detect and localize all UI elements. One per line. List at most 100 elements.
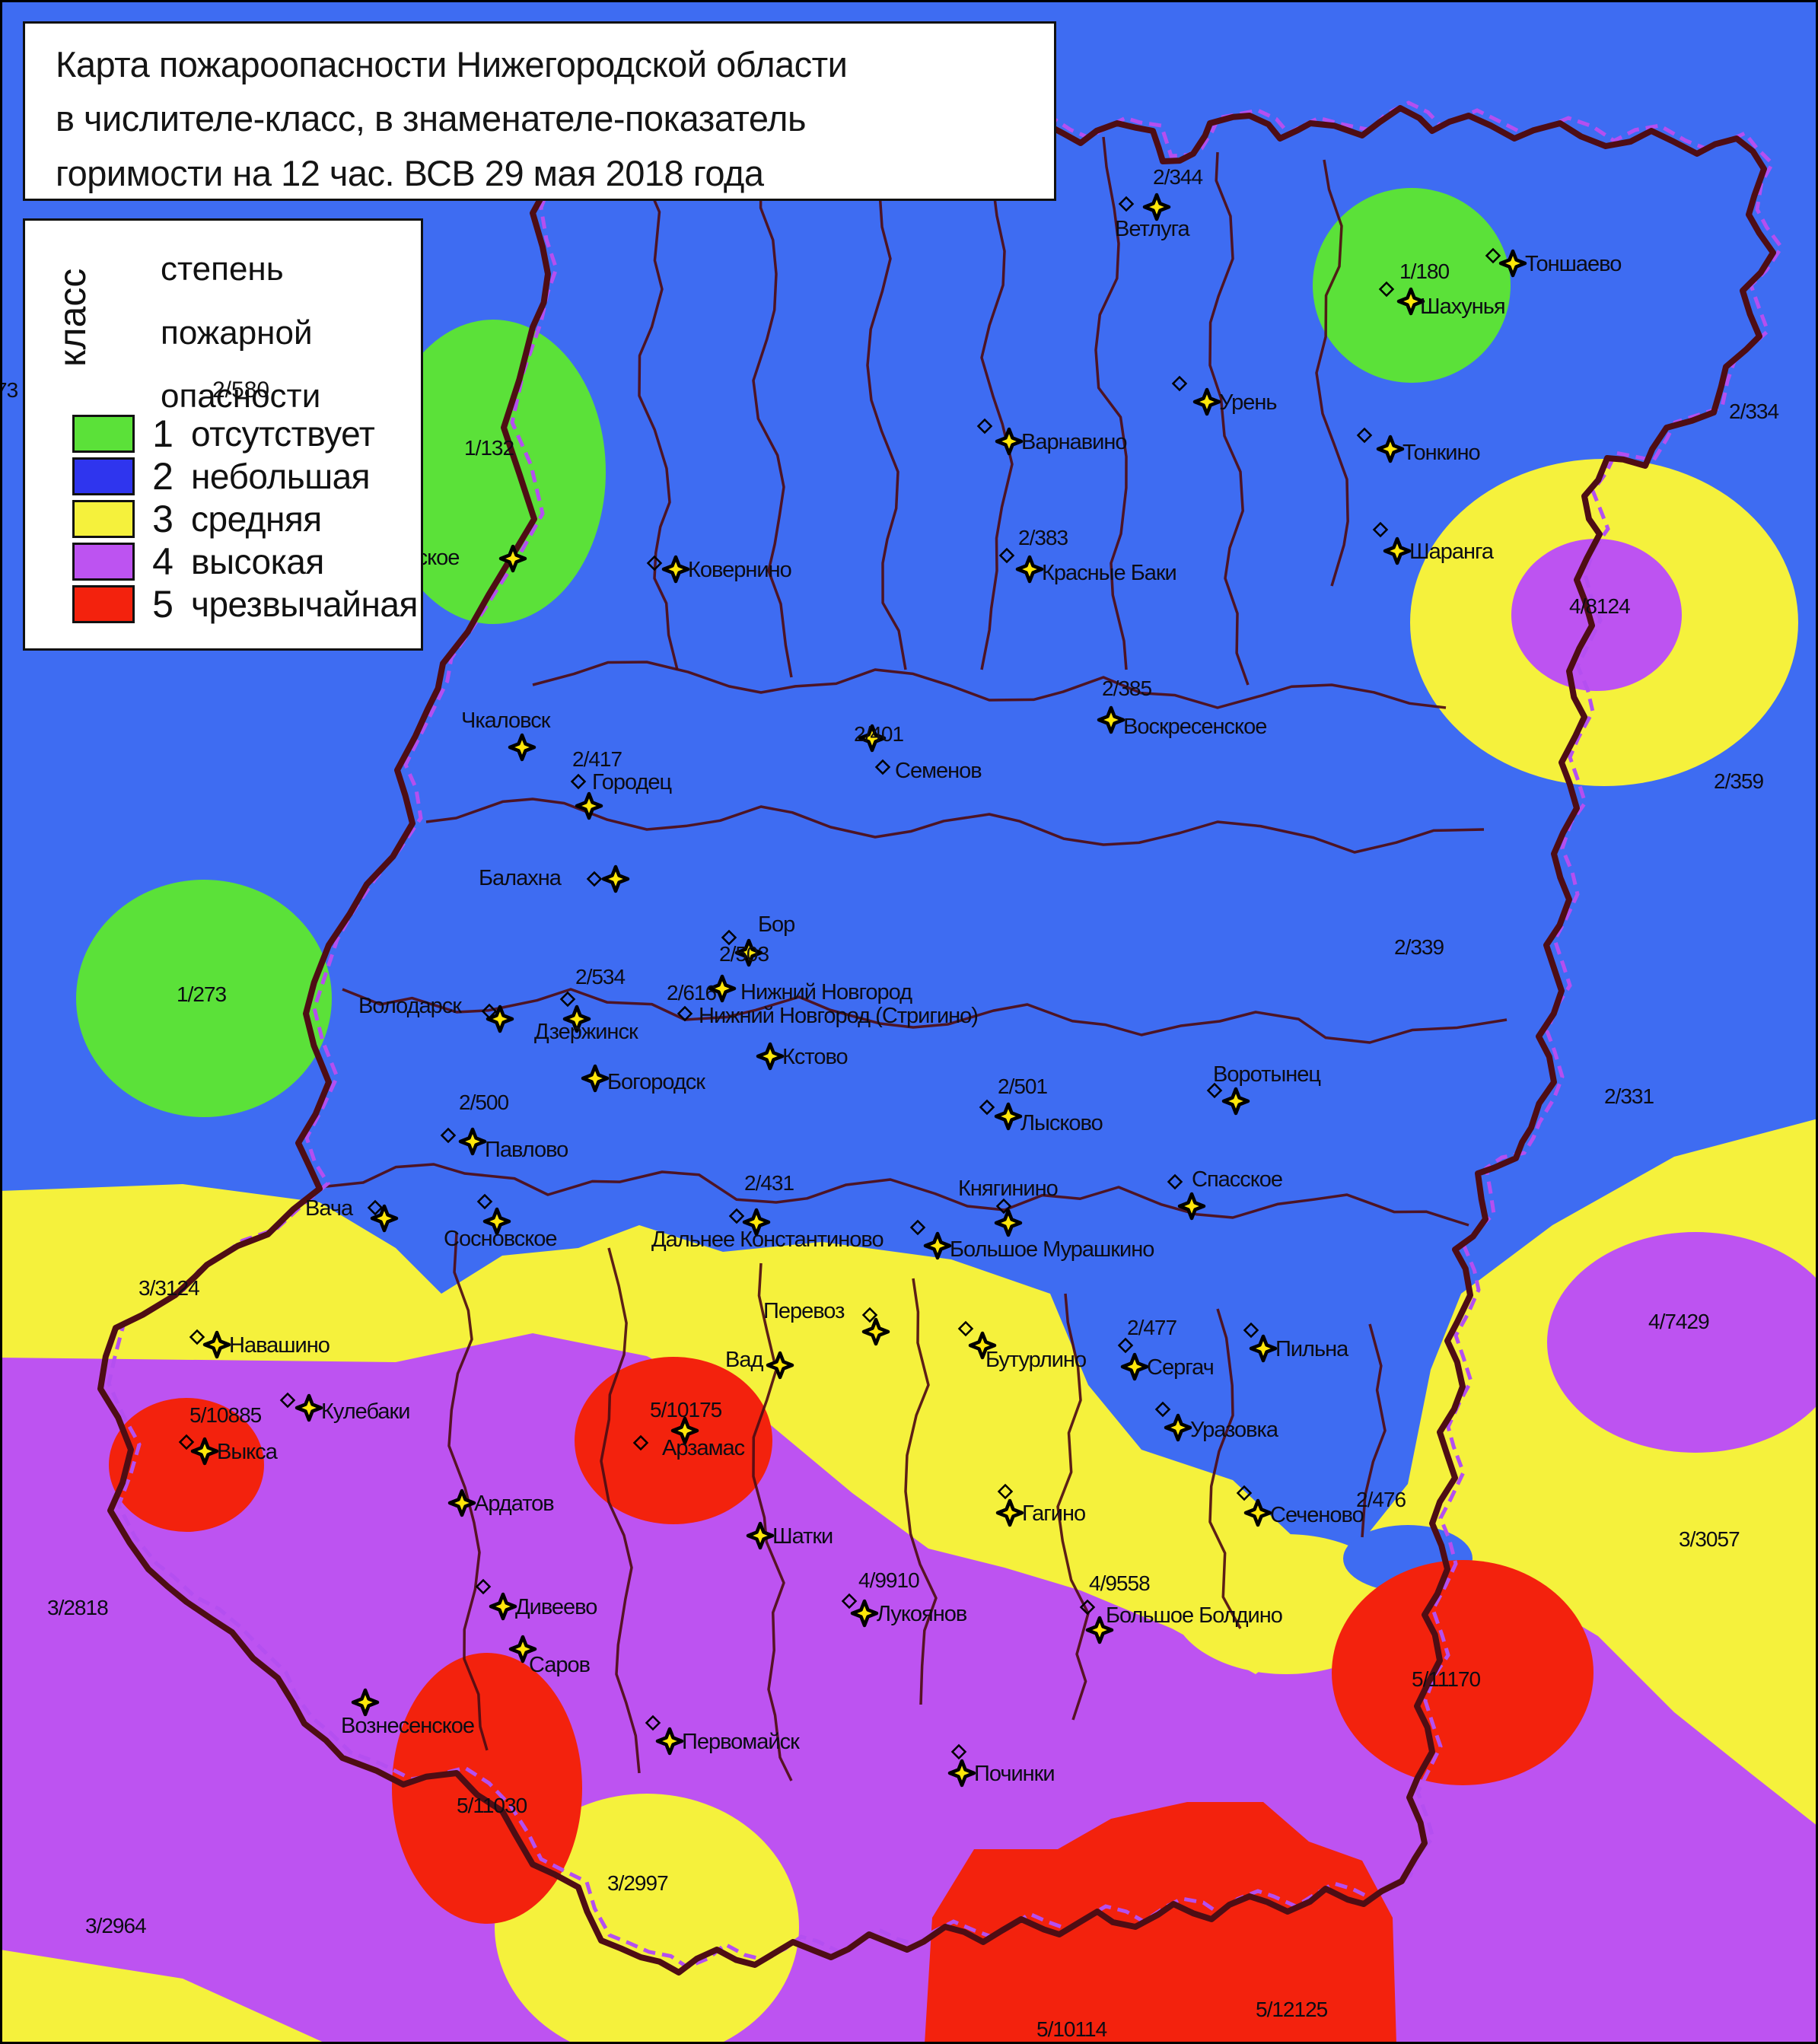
danger-zones-layer — [0, 188, 1818, 2044]
settlement-diamond-icon — [559, 991, 576, 1008]
city-name-label: Тонкино — [1403, 441, 1480, 465]
city-name-label: Лысково — [1020, 1111, 1103, 1135]
city-name-label: Нижний Новгород — [740, 980, 912, 1004]
legend-class-number: 1 — [152, 412, 174, 455]
settlement-diamond-icon — [481, 1003, 498, 1020]
city-name-label: Воскресенское — [1123, 715, 1266, 739]
city-name-label: Дивеево — [515, 1595, 597, 1619]
city-marker-icon — [858, 724, 887, 753]
city-Саров: Саров — [508, 1635, 591, 1677]
zone-value-label: 3/2997 — [607, 1871, 668, 1895]
settlement-diamond-icon — [861, 1307, 878, 1323]
zone-red-11170 — [1332, 1560, 1594, 1785]
city-Уразовка: Уразовка — [1154, 1401, 1280, 1442]
city-name-label: Сергач — [1147, 1355, 1214, 1380]
settlement-diamond-icon — [677, 1005, 693, 1022]
settlement-diamond-icon — [909, 1219, 926, 1236]
legend-heading-line: степень — [161, 250, 284, 288]
settlement-diamond-icon — [1154, 1401, 1171, 1418]
city-Перевоз: Перевоз — [763, 1299, 890, 1346]
city-Нижний Новгород (Стригино): 2/616Нижний Новгород (Стригино) — [667, 981, 979, 1028]
city-name-label: Сеченово — [1270, 1503, 1364, 1527]
zone-green-shakhunya — [1313, 188, 1511, 383]
city-Гагино: Гагино — [995, 1483, 1086, 1527]
city-value-label: 2/383 — [1018, 526, 1068, 549]
city-marker-icon — [994, 1208, 1023, 1237]
legend-class-label: небольшая — [191, 457, 371, 496]
zone-bottomleft-yellow-corner — [0, 1950, 327, 2044]
city-name-label: Бутурлино — [985, 1348, 1086, 1372]
city-Ветлуга: 2/344 Ветлуга — [1115, 165, 1203, 241]
city-name-label: Навашино — [229, 1333, 330, 1358]
city-marker-icon — [1177, 1192, 1206, 1221]
legend-row: 1 отсутствует — [72, 412, 418, 455]
city-marker-icon — [661, 555, 690, 584]
city-marker-icon — [968, 1331, 997, 1360]
city-name-label: Ковернино — [688, 558, 791, 582]
city-name-label: Чкаловск — [461, 708, 551, 733]
city-name-label: Ветлуга — [1115, 217, 1191, 241]
city-name-label: Кстово — [782, 1045, 848, 1069]
zone-value-label: 73 — [0, 378, 18, 402]
city-marker-icon — [850, 1599, 879, 1628]
oblast-border-line — [97, 64, 1776, 1976]
zone-value-label: 3/3057 — [1679, 1527, 1740, 1551]
zone-value-label: 5/10114 — [1036, 2017, 1107, 2041]
city-marker-icon — [351, 1688, 380, 1717]
city-marker-icon — [295, 1393, 323, 1422]
city-name-label: Красные Баки — [1042, 561, 1176, 585]
district-border-line — [904, 1278, 938, 1705]
zone-value-label: 2/334 — [1729, 400, 1778, 423]
settlement-diamond-icon — [1485, 247, 1501, 264]
city-Семенов: 2/401 Семенов — [854, 722, 982, 783]
city-value-label: 2/417 — [572, 747, 622, 771]
zone-red-arzamas — [575, 1357, 772, 1524]
city-marker-icon — [458, 1127, 487, 1156]
city-marker-icon — [670, 1416, 699, 1445]
settlement-diamond-icon — [997, 1483, 1014, 1500]
settlement-diamond-icon — [1378, 281, 1395, 298]
city-Воротынец: Воротынец — [1206, 1062, 1321, 1116]
district-borders-layer — [319, 136, 1508, 1781]
city-Большое Болдино: 4/9558 Большое Болдино — [1079, 1571, 1283, 1644]
city-name-label: Шаранга — [1409, 540, 1495, 564]
city-Нижний Новгород: 2/503 Нижний Новгород — [708, 942, 913, 1004]
settlement-diamond-icon — [950, 1743, 967, 1760]
legend-color-swatch — [72, 415, 135, 453]
settlement-diamond-icon — [995, 1198, 1012, 1215]
city-Бутурлино: Бутурлино — [957, 1320, 1087, 1372]
settlement-diamond-icon — [1117, 1337, 1134, 1354]
settlement-diamond-icon — [367, 1199, 384, 1216]
legend-class-number: 3 — [152, 498, 174, 540]
zone-value-label: 1/132 — [464, 436, 514, 460]
legend-class-label: средняя — [191, 499, 322, 539]
city-Княгинино: Княгинино — [958, 1176, 1059, 1237]
settlement-diamond-icon — [721, 929, 737, 946]
zone-value-label: 5/11030 — [457, 1794, 527, 1817]
zone-red-vyksa — [109, 1398, 264, 1532]
city-marker-icon — [489, 1592, 517, 1621]
city-marker-icon — [562, 1004, 591, 1033]
settlement-diamond-icon — [728, 1208, 745, 1224]
city-name-label: Гагино — [1022, 1501, 1085, 1526]
city-marker-icon — [655, 1727, 684, 1756]
city-Сосновское: Сосновское — [444, 1193, 558, 1251]
city-value-label: 2/401 — [854, 722, 903, 746]
settlement-diamond-icon — [979, 1099, 995, 1116]
district-border-line — [1056, 1293, 1090, 1721]
city-Воскресенское: 2/385 Воскресенское — [1097, 677, 1267, 739]
title-line-1: Карта пожароопасности Нижегородской обла… — [56, 44, 848, 84]
district-border-line — [532, 661, 1447, 709]
zone-value-label: 2/331 — [1604, 1084, 1654, 1108]
city-name-label: Выкса — [217, 1440, 279, 1464]
settlement-diamond-icon — [632, 1434, 649, 1451]
city-marker-icon — [601, 864, 630, 893]
city-marker-icon — [1097, 705, 1126, 734]
district-border-line — [980, 144, 1014, 670]
district-border-line — [1094, 136, 1128, 670]
settlement-diamond-icon — [1372, 521, 1389, 538]
zone-value-label: 2/339 — [1394, 935, 1444, 959]
zone-southwest-yellow-blob — [495, 1794, 799, 2044]
